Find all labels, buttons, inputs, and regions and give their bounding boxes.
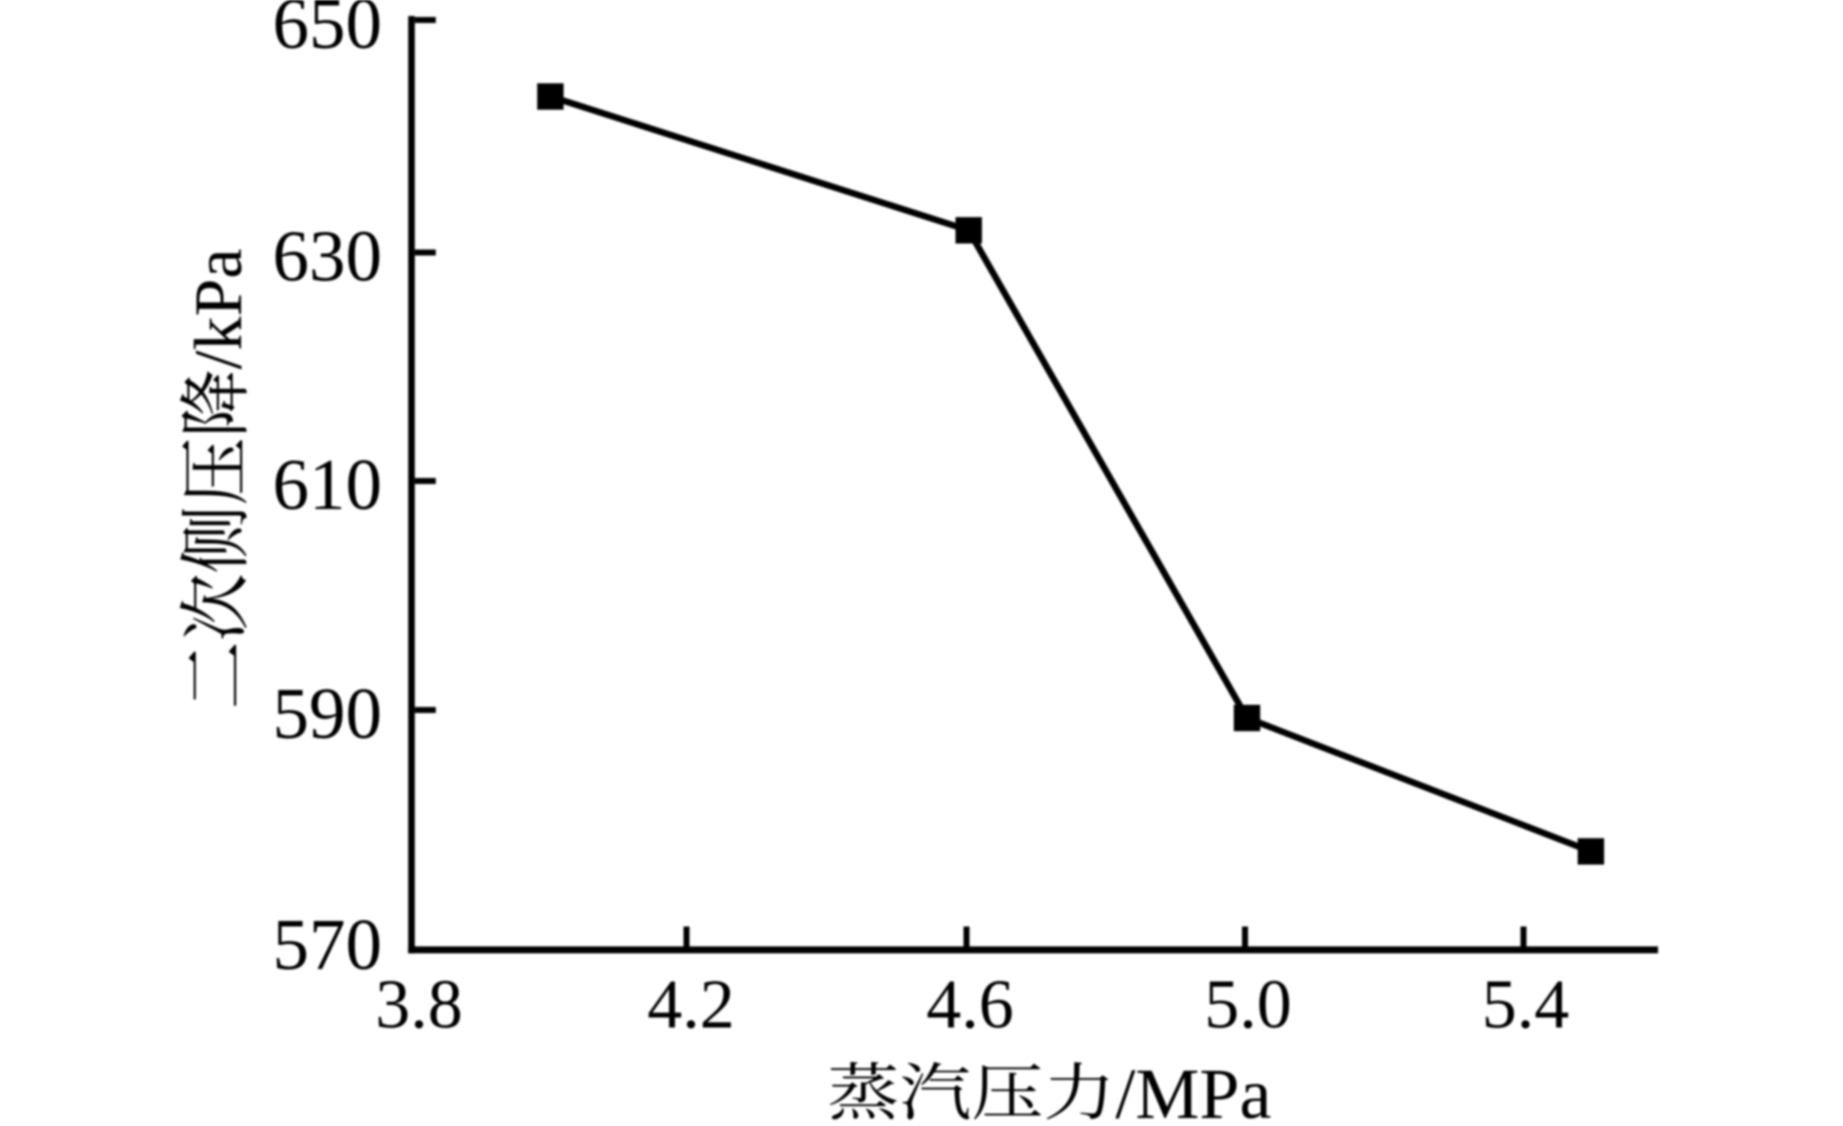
svg-text:630: 630	[273, 216, 383, 297]
svg-text:5.0: 5.0	[1204, 967, 1292, 1044]
svg-text:/kPa: /kPa	[180, 248, 256, 369]
svg-text:/MPa: /MPa	[1115, 1054, 1271, 1126]
svg-text:3.8: 3.8	[375, 967, 463, 1044]
svg-text:590: 590	[273, 673, 383, 754]
svg-text:610: 610	[273, 444, 383, 525]
svg-text:650: 650	[273, 0, 383, 64]
svg-text:5.4: 5.4	[1482, 967, 1570, 1044]
svg-text:4.2: 4.2	[647, 967, 735, 1044]
svg-text:570: 570	[273, 904, 383, 985]
svg-text:4.6: 4.6	[926, 967, 1014, 1044]
